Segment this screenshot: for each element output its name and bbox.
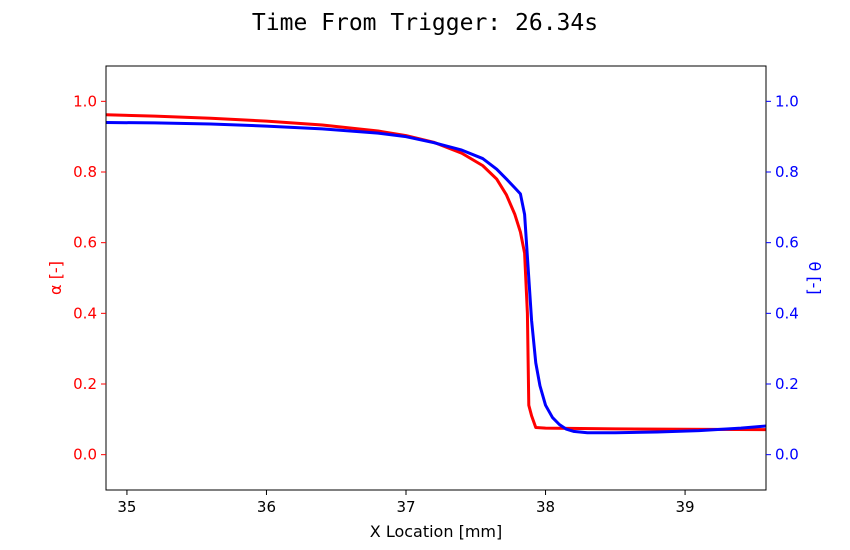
right-y-axis: 0.0 0.2 0.4 0.6 0.8 1.0 [766,92,799,464]
left-y-tick-label: 0.4 [73,304,97,322]
right-y-tick-label: 0.6 [775,234,799,252]
right-y-axis-label: θ [-] [805,261,824,294]
series-layer [105,113,767,435]
right-y-tick-label: 0.0 [775,446,799,464]
x-tick-label: 38 [536,498,555,516]
x-axis-label: X Location [mm] [370,522,502,541]
x-tick-label: 39 [676,498,695,516]
x-tick-label: 36 [257,498,276,516]
right-y-tick-label: 0.8 [775,163,799,181]
alpha-series-line [105,113,767,432]
left-y-tick-label: 0.0 [73,446,97,464]
left-y-tick-label: 1.0 [73,92,97,110]
left-y-tick-label: 0.8 [73,163,97,181]
right-y-tick-label: 0.4 [775,304,799,322]
left-y-tick-label: 0.6 [73,234,97,252]
left-y-tick-label: 0.2 [73,375,97,393]
plot-frame [105,65,767,491]
x-tick-label: 35 [117,498,136,516]
left-y-axis: 0.0 0.2 0.4 0.6 0.8 1.0 [73,92,106,464]
x-tick-label: 37 [396,498,415,516]
x-axis: 35 36 37 38 39 [117,490,695,516]
theta-series-line [105,121,767,435]
right-y-tick-label: 1.0 [775,92,799,110]
plot-area [105,65,767,491]
right-y-tick-label: 0.2 [775,375,799,393]
left-y-axis-label: α [-] [46,261,65,295]
chart-title: Time From Trigger: 26.34s [252,10,598,36]
